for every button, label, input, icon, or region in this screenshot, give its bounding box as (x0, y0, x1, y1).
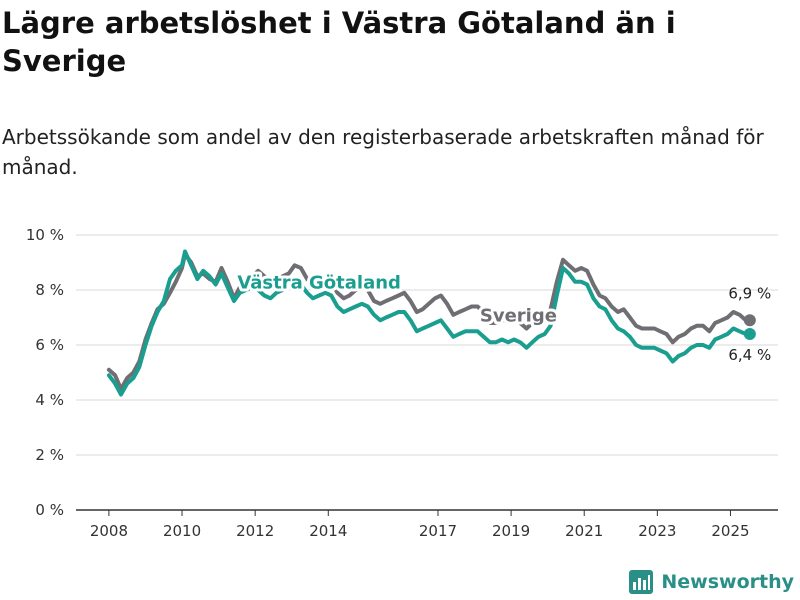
x-tick-label: 2008 (90, 522, 128, 540)
series-lines (106, 249, 756, 397)
y-tick-label: 0 % (35, 501, 64, 519)
series-label-vastra-gotaland: Västra Götaland (237, 273, 401, 294)
x-tick-label: 2021 (565, 522, 603, 540)
y-tick-label: 8 % (35, 281, 64, 299)
chart-subtitle: Arbetssökande som andel av den registerb… (2, 125, 764, 179)
x-tick-label: 2010 (163, 522, 201, 540)
endpoint-vastra-gotaland (743, 328, 756, 340)
axes: 0 % 2 % 4 % 6 % 8 % 10 % 2008 2010 2012 2014 2017 2… (26, 226, 750, 540)
x-tick-label: 2012 (236, 522, 274, 540)
x-tick-label: 2025 (711, 522, 749, 540)
x-tick-label: 2014 (309, 522, 347, 540)
chart-title: Lägre arbetslöshet i Västra Götaland än … (2, 6, 676, 78)
end-value-label-vastra-gotaland: 6,4 % (728, 346, 771, 364)
y-tick-label: 6 % (35, 336, 64, 354)
gridlines (76, 234, 778, 511)
series-label-vastra-gotaland-halo: Västra Götaland (237, 273, 401, 294)
x-tick-label: 2017 (419, 522, 457, 540)
series-line-vastra-gotaland (106, 249, 748, 397)
y-tick-label: 10 % (26, 226, 64, 244)
endpoint-sverige (743, 314, 756, 327)
end-value-label-sverige: 6,9 % (728, 284, 771, 302)
x-tick-label: 2019 (492, 522, 530, 540)
y-tick-label: 4 % (35, 391, 64, 409)
series-label-sverige: Sverige (480, 306, 557, 327)
brand-logo: Newsworthy (629, 570, 794, 594)
y-tick-label: 2 % (35, 446, 64, 464)
bar-chart-logo-icon (629, 570, 654, 594)
brand-name: Newsworthy (661, 571, 794, 593)
x-tick-label: 2023 (638, 522, 676, 540)
series-label-sverige-halo: Sverige (480, 306, 557, 327)
